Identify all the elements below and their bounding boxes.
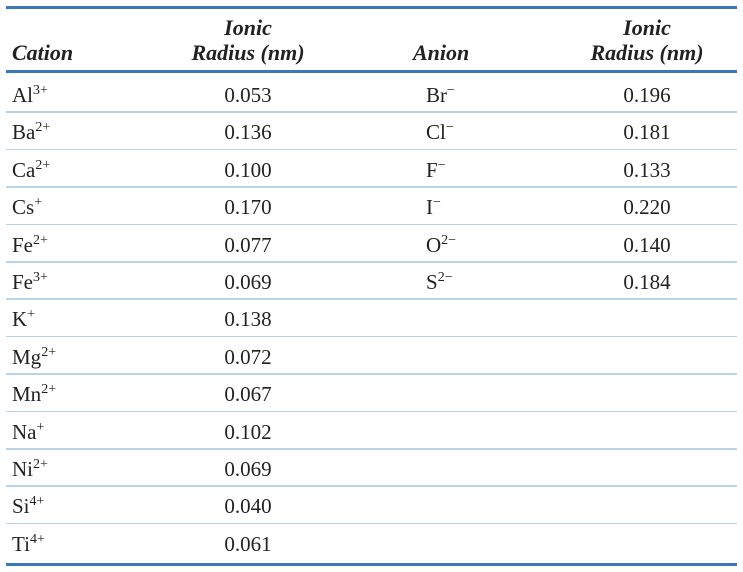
ion: Cl− <box>426 120 454 144</box>
ion-charge: 2− <box>437 270 453 285</box>
ion-charge: 2+ <box>35 120 51 136</box>
ion: F− <box>426 158 446 182</box>
ion-symbol: Al <box>12 83 33 107</box>
header-anion: Anion <box>413 40 470 65</box>
row-rule <box>6 335 737 338</box>
row-rule <box>6 298 737 300</box>
ion-symbol: F <box>426 157 438 182</box>
ion-charge: 2+ <box>33 232 48 248</box>
radius: 0.102 <box>224 419 272 444</box>
radius: 0.040 <box>224 494 272 519</box>
header-cation: Cation <box>12 40 74 65</box>
ion-symbol: Ti <box>12 531 30 556</box>
row-rule <box>6 485 737 487</box>
radius: 0.100 <box>224 157 272 182</box>
ion: Ti4+ <box>12 532 45 556</box>
ion-symbol: Cs <box>12 195 35 220</box>
header-radius-line2: Radius (nm) <box>590 40 704 65</box>
ion-charge: 2+ <box>41 344 57 360</box>
radius: 0.053 <box>224 83 272 107</box>
ion-symbol: Mn <box>12 382 42 407</box>
radius: 0.138 <box>224 307 272 332</box>
ion-symbol: Fe <box>12 270 33 294</box>
radius: 0.196 <box>623 83 671 107</box>
radius: 0.072 <box>224 344 272 369</box>
bottom-rule <box>6 563 737 566</box>
ion-symbol: Cl <box>426 120 446 145</box>
radius: 0.061 <box>224 531 272 556</box>
ion-charge: + <box>36 419 45 435</box>
top-rule <box>6 6 737 9</box>
row-rule <box>6 448 737 450</box>
row-rule <box>6 261 737 263</box>
ion-symbol: Mg <box>12 344 42 369</box>
ion: K+ <box>12 307 35 331</box>
ion: Cs+ <box>12 195 42 219</box>
ion-symbol: Ca <box>12 157 36 182</box>
radius: 0.170 <box>224 195 272 220</box>
ion-charge: 3+ <box>33 83 48 98</box>
header-radius-line1: Ionic <box>224 15 272 40</box>
ion-symbol: Si <box>12 494 30 519</box>
ion: I− <box>426 195 441 219</box>
ion-symbol: S <box>426 270 438 294</box>
radius: 0.069 <box>224 457 272 481</box>
ion: Ni2+ <box>12 457 48 481</box>
row-rule <box>6 223 737 226</box>
row-rule <box>6 186 737 188</box>
ion: Ca2+ <box>12 158 50 182</box>
ion-charge: − <box>445 120 454 136</box>
radius: 0.181 <box>623 120 671 145</box>
ion-symbol: Na <box>12 419 37 444</box>
ion-charge: 2− <box>441 232 457 248</box>
header-radius-line1: Ionic <box>623 15 671 40</box>
ion: O2− <box>426 233 456 257</box>
ion-symbol: Br <box>426 83 447 107</box>
ion-charge: 4+ <box>29 531 45 547</box>
radius: 0.220 <box>623 195 671 220</box>
ion: Fe3+ <box>12 270 48 294</box>
radius: 0.077 <box>224 232 272 257</box>
ion-charge: 4+ <box>29 494 45 510</box>
row-rule <box>6 373 737 375</box>
ion-charge: 3+ <box>33 270 48 285</box>
ion: Br− <box>426 83 455 107</box>
radius: 0.067 <box>224 382 272 407</box>
ion: Na+ <box>12 420 44 444</box>
ion: Mg2+ <box>12 345 56 369</box>
ion-charge: − <box>447 83 455 98</box>
ion-symbol: Ni <box>12 457 33 481</box>
radius: 0.184 <box>623 270 671 294</box>
header-radius-line2: Radius (nm) <box>191 40 305 65</box>
ion-symbol: O <box>426 232 442 257</box>
ion: Ba2+ <box>12 120 50 144</box>
ion: Fe2+ <box>12 233 48 257</box>
ion: Al3+ <box>12 83 48 107</box>
ion-charge: − <box>433 195 441 211</box>
row-rule <box>6 410 737 413</box>
ion-charge: 2+ <box>35 157 51 173</box>
ion: Si4+ <box>12 494 44 518</box>
ion-symbol: Fe <box>12 232 33 257</box>
radius: 0.136 <box>224 120 272 145</box>
ion-symbol: I <box>426 195 433 220</box>
radius: 0.140 <box>623 232 671 257</box>
ion-charge: 2+ <box>41 382 57 398</box>
row-rule <box>6 148 737 151</box>
row-rule <box>6 522 737 525</box>
ion-symbol: K <box>12 307 28 332</box>
row-rule <box>6 111 737 113</box>
ion-charge: + <box>27 307 36 323</box>
ion: Mn2+ <box>12 382 56 406</box>
radius: 0.069 <box>224 270 272 294</box>
header-rule <box>6 70 737 73</box>
ion: S2− <box>426 270 453 294</box>
radius: 0.133 <box>623 157 671 182</box>
ion-charge: − <box>437 157 446 173</box>
ion-charge: + <box>34 195 43 211</box>
ion-symbol: Ba <box>12 120 36 145</box>
ion-charge: 2+ <box>33 457 48 472</box>
